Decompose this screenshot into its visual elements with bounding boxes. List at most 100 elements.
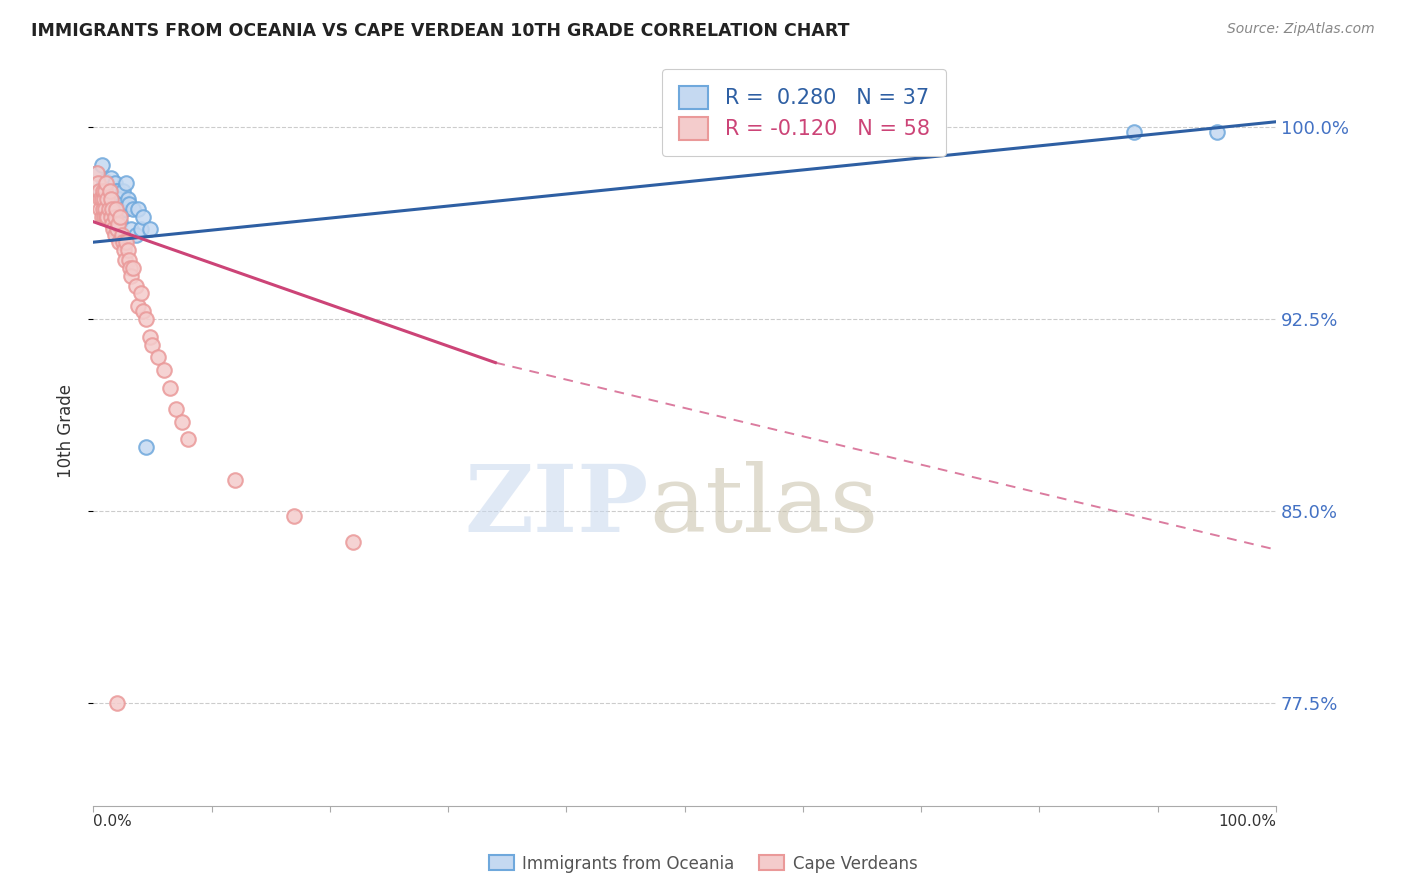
- Point: [96, 210, 118, 224]
- Point: [90, 192, 112, 206]
- Point: [117, 192, 139, 206]
- Point: [101, 217, 124, 231]
- Point: [127, 299, 149, 313]
- Point: [139, 222, 162, 236]
- Point: [1123, 125, 1146, 139]
- Point: [103, 176, 125, 190]
- Point: [86, 166, 108, 180]
- Legend: R =  0.280   N = 37, R = -0.120   N = 58: R = 0.280 N = 37, R = -0.120 N = 58: [662, 70, 946, 156]
- Point: [132, 210, 155, 224]
- Point: [117, 243, 139, 257]
- Point: [139, 330, 162, 344]
- Point: [93, 192, 115, 206]
- Point: [93, 192, 115, 206]
- Point: [112, 202, 135, 216]
- Point: [224, 474, 246, 488]
- Point: [96, 192, 118, 206]
- Point: [177, 433, 200, 447]
- Point: [101, 202, 124, 216]
- Point: [97, 202, 120, 216]
- Legend: Immigrants from Oceania, Cape Verdeans: Immigrants from Oceania, Cape Verdeans: [482, 848, 924, 880]
- Point: [122, 202, 145, 216]
- Point: [135, 440, 157, 454]
- Point: [129, 286, 152, 301]
- Point: [112, 243, 135, 257]
- Point: [94, 174, 117, 188]
- Point: [86, 166, 108, 180]
- Point: [283, 509, 305, 524]
- Point: [100, 171, 122, 186]
- Point: [103, 210, 125, 224]
- Point: [89, 202, 111, 216]
- Point: [87, 176, 110, 190]
- Point: [127, 202, 149, 216]
- Point: [132, 304, 155, 318]
- Point: [118, 196, 141, 211]
- Point: [111, 184, 134, 198]
- Point: [108, 235, 131, 250]
- Point: [90, 158, 112, 172]
- Text: 100.0%: 100.0%: [1218, 814, 1277, 829]
- Point: [148, 351, 170, 365]
- Point: [125, 227, 148, 242]
- Point: [792, 120, 814, 134]
- Point: [129, 222, 152, 236]
- Text: Source: ZipAtlas.com: Source: ZipAtlas.com: [1227, 22, 1375, 37]
- Point: [101, 192, 124, 206]
- Point: [98, 184, 121, 198]
- Point: [107, 217, 129, 231]
- Point: [103, 222, 125, 236]
- Point: [107, 184, 129, 198]
- Point: [96, 210, 118, 224]
- Point: [105, 222, 128, 236]
- Point: [90, 210, 112, 224]
- Point: [96, 176, 118, 190]
- Point: [104, 202, 127, 216]
- Point: [91, 202, 114, 216]
- Text: ZIP: ZIP: [465, 460, 650, 550]
- Point: [105, 697, 128, 711]
- Point: [1205, 125, 1227, 139]
- Text: 0.0%: 0.0%: [93, 814, 132, 829]
- Point: [93, 210, 115, 224]
- Point: [94, 202, 117, 216]
- Point: [165, 401, 187, 416]
- Point: [114, 202, 136, 216]
- Point: [118, 253, 141, 268]
- Point: [342, 535, 364, 549]
- Text: atlas: atlas: [650, 460, 879, 550]
- Point: [153, 363, 176, 377]
- Point: [103, 227, 125, 242]
- Point: [100, 210, 122, 224]
- Point: [97, 202, 120, 216]
- Point: [93, 176, 115, 190]
- Point: [96, 176, 118, 190]
- Point: [159, 381, 181, 395]
- Point: [115, 235, 138, 250]
- Point: [111, 227, 134, 242]
- Point: [114, 253, 136, 268]
- Point: [111, 235, 134, 250]
- Point: [108, 192, 131, 206]
- Point: [105, 210, 128, 224]
- Point: [94, 184, 117, 198]
- Point: [141, 337, 163, 351]
- Point: [120, 222, 142, 236]
- Text: IMMIGRANTS FROM OCEANIA VS CAPE VERDEAN 10TH GRADE CORRELATION CHART: IMMIGRANTS FROM OCEANIA VS CAPE VERDEAN …: [31, 22, 849, 40]
- Point: [96, 192, 118, 206]
- Point: [100, 192, 122, 206]
- Point: [120, 268, 142, 283]
- Point: [115, 176, 138, 190]
- Point: [118, 260, 141, 275]
- Point: [122, 260, 145, 275]
- Point: [103, 202, 125, 216]
- Point: [89, 184, 111, 198]
- Point: [111, 196, 134, 211]
- Point: [104, 184, 127, 198]
- Point: [89, 184, 111, 198]
- Point: [135, 312, 157, 326]
- Point: [125, 278, 148, 293]
- Y-axis label: 10th Grade: 10th Grade: [58, 384, 75, 477]
- Point: [110, 215, 132, 229]
- Point: [110, 210, 132, 224]
